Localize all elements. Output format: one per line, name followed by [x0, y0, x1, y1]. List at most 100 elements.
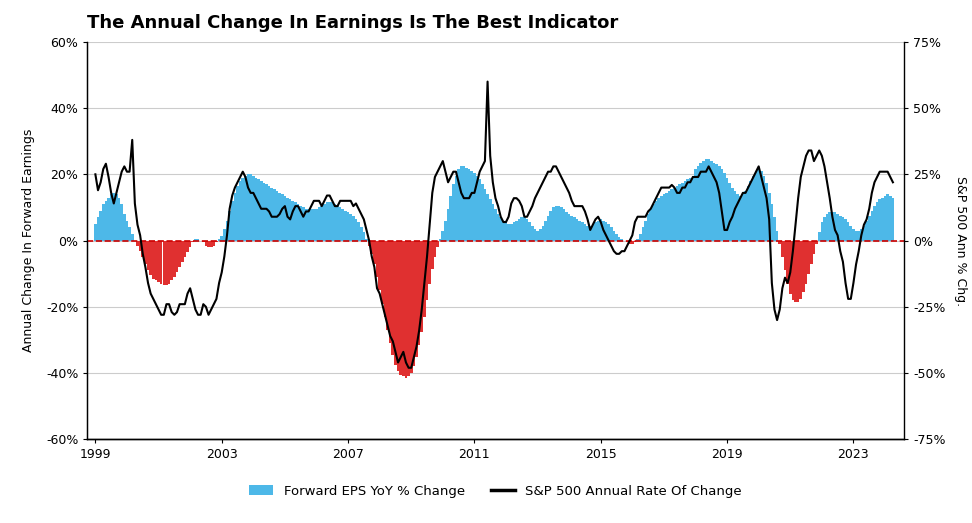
Bar	[754, 171, 757, 241]
Bar	[534, 229, 537, 241]
Bar	[597, 221, 600, 241]
Text: The Annual Change In Earnings Is The Best Indicator: The Annual Change In Earnings Is The Bes…	[87, 14, 619, 32]
Bar	[258, 179, 260, 241]
Bar	[492, 204, 494, 241]
Bar	[710, 161, 712, 241]
Bar	[746, 186, 749, 241]
Bar	[783, 241, 786, 270]
Bar	[700, 163, 702, 241]
Bar	[260, 181, 262, 241]
Bar	[370, 241, 373, 254]
Bar	[610, 228, 612, 241]
Bar	[671, 189, 674, 241]
Bar	[715, 164, 718, 241]
Bar	[552, 208, 555, 241]
Bar	[718, 166, 720, 241]
Bar	[336, 206, 339, 241]
Bar	[397, 241, 399, 371]
Bar	[329, 202, 330, 241]
Bar	[873, 206, 876, 241]
Bar	[358, 222, 360, 241]
Bar	[295, 202, 296, 241]
Bar	[541, 226, 544, 241]
Bar	[165, 241, 168, 286]
Bar	[820, 222, 823, 241]
Bar	[723, 173, 726, 241]
Bar	[96, 218, 99, 241]
Bar	[763, 176, 765, 241]
Bar	[549, 211, 552, 241]
Bar	[449, 196, 452, 241]
Bar	[728, 183, 731, 241]
Bar	[555, 206, 557, 241]
Bar	[228, 211, 231, 241]
Bar	[255, 178, 258, 241]
Bar	[889, 196, 891, 241]
Bar	[313, 209, 315, 241]
Bar	[494, 209, 497, 241]
Bar	[891, 198, 894, 241]
Bar	[191, 241, 194, 242]
Bar	[121, 204, 123, 241]
Bar	[241, 178, 244, 241]
Bar	[267, 186, 270, 241]
Bar	[639, 234, 642, 241]
Bar	[118, 198, 121, 241]
Bar	[402, 241, 404, 377]
Bar	[299, 206, 302, 241]
Bar	[808, 241, 810, 274]
Bar	[592, 224, 594, 241]
Bar	[689, 178, 691, 241]
Bar	[544, 221, 547, 241]
Bar	[441, 231, 444, 241]
Bar	[376, 241, 378, 277]
Bar	[457, 169, 460, 241]
Bar	[734, 191, 737, 241]
Bar	[773, 218, 776, 241]
Bar	[181, 241, 184, 262]
Bar	[655, 201, 657, 241]
Bar	[215, 241, 218, 242]
Bar	[665, 192, 668, 241]
Bar	[817, 232, 820, 241]
Bar	[373, 241, 376, 264]
Bar	[363, 232, 365, 241]
Bar	[831, 212, 834, 241]
Bar	[176, 241, 178, 272]
Bar	[791, 241, 794, 300]
Bar	[213, 241, 215, 246]
Bar	[152, 241, 155, 279]
Bar	[637, 239, 639, 241]
Bar	[628, 241, 631, 244]
Bar	[712, 163, 715, 241]
Bar	[244, 176, 247, 241]
Bar	[826, 214, 828, 241]
Bar	[478, 179, 481, 241]
Bar	[233, 192, 236, 241]
Bar	[523, 218, 526, 241]
Bar	[136, 241, 139, 246]
Bar	[347, 212, 349, 241]
Bar	[463, 166, 466, 241]
Bar	[676, 186, 678, 241]
Bar	[646, 214, 649, 241]
Bar	[94, 224, 96, 241]
Bar	[862, 226, 865, 241]
Bar	[444, 221, 447, 241]
Bar	[239, 181, 241, 241]
Bar	[515, 221, 518, 241]
Bar	[739, 196, 742, 241]
Bar	[202, 241, 205, 242]
Bar	[281, 194, 284, 241]
Bar	[749, 181, 752, 241]
Bar	[389, 241, 392, 343]
Bar	[157, 241, 159, 282]
Bar	[273, 189, 276, 241]
Bar	[330, 202, 333, 241]
Bar	[507, 224, 510, 241]
Bar	[884, 196, 886, 241]
Bar	[421, 241, 423, 332]
Bar	[760, 171, 763, 241]
Bar	[802, 241, 805, 292]
Bar	[678, 184, 681, 241]
